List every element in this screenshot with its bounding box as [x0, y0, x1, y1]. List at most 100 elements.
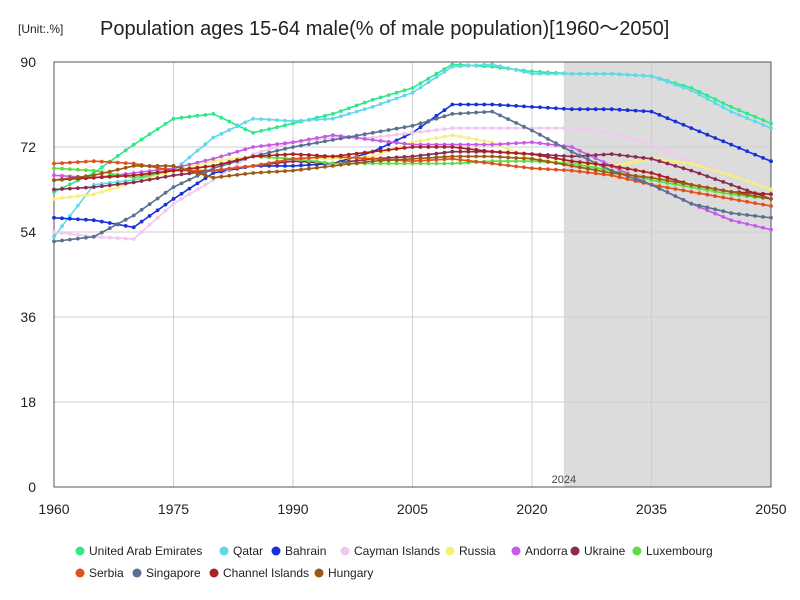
- data-point: [227, 173, 232, 178]
- data-point: [450, 149, 455, 154]
- data-point: [721, 188, 726, 193]
- data-point: [283, 158, 287, 163]
- data-point: [147, 132, 152, 137]
- legend-item[interactable]: Hungary: [314, 566, 374, 580]
- legend-item[interactable]: Ukraine: [570, 544, 626, 558]
- data-point: [506, 66, 510, 70]
- data-point: [522, 151, 526, 156]
- data-point: [76, 217, 80, 222]
- legend-item[interactable]: Andorra: [511, 544, 569, 558]
- data-point: [291, 119, 295, 123]
- data-point: [474, 137, 479, 142]
- legend-item[interactable]: Cayman Islands: [340, 544, 441, 558]
- data-point: [577, 160, 582, 165]
- data-point: [418, 121, 423, 126]
- data-point: [370, 149, 375, 154]
- data-point: [546, 167, 550, 172]
- data-point: [187, 171, 192, 176]
- data-point: [649, 175, 654, 180]
- data-point: [346, 106, 351, 111]
- data-point: [147, 202, 152, 207]
- data-point: [737, 113, 741, 117]
- legend-item[interactable]: Bahrain: [271, 544, 327, 558]
- data-point: [761, 118, 765, 122]
- data-point: [68, 237, 72, 242]
- data-point: [115, 222, 120, 226]
- data-point: [769, 227, 773, 232]
- data-point: [394, 157, 399, 162]
- data-point: [91, 192, 96, 197]
- data-point: [458, 142, 463, 147]
- data-point: [482, 142, 487, 147]
- data-point: [195, 187, 200, 192]
- data-point: [195, 160, 200, 165]
- data-point: [418, 81, 423, 86]
- data-point: [577, 107, 582, 112]
- data-point: [745, 199, 749, 204]
- data-point: [370, 105, 375, 109]
- data-point: [330, 138, 335, 142]
- data-point: [163, 190, 168, 195]
- data-point: [753, 214, 757, 218]
- data-point: [569, 164, 574, 168]
- legend-item[interactable]: Russia: [445, 544, 497, 558]
- data-point: [490, 154, 495, 159]
- data-point: [227, 157, 232, 162]
- data-point: [514, 159, 518, 164]
- data-point: [617, 175, 622, 180]
- data-point: [346, 155, 351, 160]
- legend-label: Hungary: [328, 566, 373, 580]
- legend-label: Luxembourg: [646, 544, 713, 558]
- data-point: [370, 97, 375, 102]
- data-point: [665, 185, 670, 190]
- data-point: [514, 104, 518, 108]
- data-point: [99, 184, 104, 189]
- data-point: [378, 134, 383, 139]
- data-point: [195, 171, 200, 175]
- data-point: [203, 113, 208, 117]
- legend-item[interactable]: Qatar: [219, 544, 264, 558]
- legend-item[interactable]: United Arab Emirates: [75, 544, 203, 558]
- data-point: [633, 168, 638, 173]
- data-point: [275, 125, 279, 130]
- data-point: [474, 154, 479, 159]
- data-point: [187, 177, 192, 182]
- data-point: [721, 180, 726, 184]
- data-point: [434, 161, 439, 166]
- data-point: [673, 152, 678, 157]
- data-point: [609, 130, 614, 135]
- data-point: [633, 138, 638, 142]
- data-point: [538, 126, 542, 130]
- data-point: [498, 142, 502, 147]
- data-point: [498, 150, 502, 155]
- legend-item[interactable]: Singapore: [132, 566, 202, 580]
- data-point: [386, 128, 391, 132]
- data-point: [569, 126, 574, 130]
- data-point: [410, 123, 415, 128]
- data-point: [490, 142, 495, 147]
- data-point: [187, 114, 192, 119]
- data-point: [362, 150, 367, 155]
- data-point: [107, 226, 112, 231]
- data-point: [163, 169, 168, 174]
- data-point: [267, 153, 271, 158]
- data-point: [259, 149, 263, 154]
- data-point: [243, 127, 248, 131]
- y-tick-label: 72: [20, 139, 36, 155]
- data-point: [458, 146, 463, 150]
- data-point: [562, 162, 566, 167]
- data-point: [641, 180, 646, 184]
- data-point: [681, 122, 686, 127]
- data-point: [498, 103, 502, 107]
- legend-item[interactable]: Channel Islands: [209, 566, 310, 580]
- data-point: [569, 71, 574, 76]
- data-point: [633, 108, 638, 113]
- legend-item[interactable]: Serbia: [75, 566, 125, 580]
- data-point: [442, 108, 447, 113]
- data-point: [633, 159, 638, 164]
- legend-item[interactable]: Luxembourg: [632, 544, 713, 558]
- data-point: [577, 148, 582, 153]
- data-point: [187, 168, 192, 173]
- data-point: [729, 182, 734, 187]
- data-point: [346, 135, 351, 140]
